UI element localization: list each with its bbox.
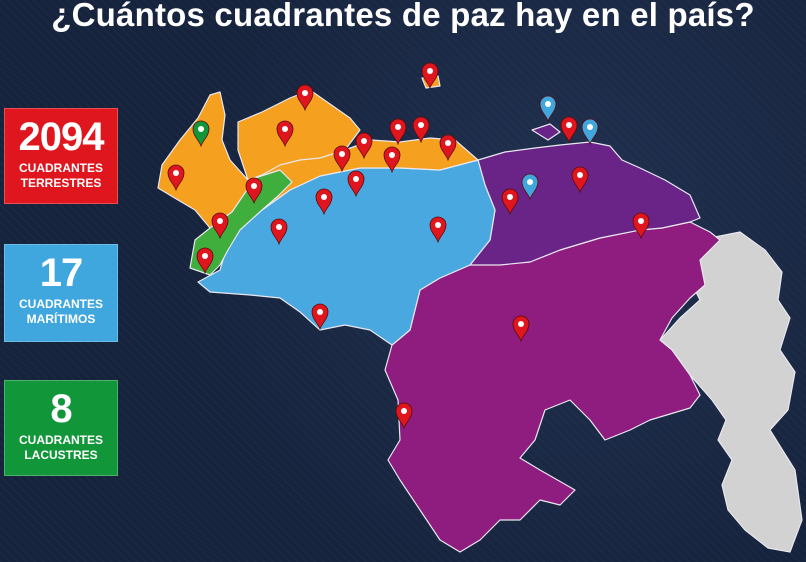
location-pin-icon — [315, 188, 333, 216]
stat-label: LACUSTRES — [24, 448, 98, 462]
stat-label: MARÍTIMOS — [26, 312, 96, 326]
stat-label: TERRESTRES — [20, 176, 102, 190]
location-pin-icon — [412, 116, 430, 144]
location-pin-icon — [296, 84, 314, 112]
stat-maritimos: 17 CUADRANTES MARÍTIMOS — [4, 244, 118, 342]
stat-number: 17 — [39, 251, 84, 295]
region-island — [531, 123, 561, 141]
location-pin-icon — [439, 134, 457, 162]
location-pin-icon — [276, 120, 294, 148]
stat-label: CUADRANTES — [19, 297, 103, 311]
location-pin-icon — [539, 95, 557, 123]
location-pin-icon — [421, 62, 439, 90]
location-pin-icon — [355, 132, 373, 160]
location-pin-icon — [270, 218, 288, 246]
location-pin-icon — [429, 216, 447, 244]
region-magenta — [384, 221, 721, 553]
location-pin-icon — [211, 212, 229, 240]
location-pin-icon — [347, 170, 365, 198]
location-pin-icon — [395, 402, 413, 430]
location-pin-icon — [245, 177, 263, 205]
location-pin-icon — [581, 118, 599, 146]
stat-number: 8 — [50, 387, 72, 431]
stat-lacustres: 8 CUADRANTES LACUSTRES — [4, 380, 118, 476]
location-pin-icon — [560, 116, 578, 144]
location-pin-icon — [383, 146, 401, 174]
location-pin-icon — [311, 303, 329, 331]
page-title: ¿Cuántos cuadrantes de paz hay en el paí… — [51, 0, 755, 33]
stat-number: 2094 — [18, 115, 105, 159]
markers — [167, 62, 650, 430]
location-pin-icon — [196, 247, 214, 275]
location-pin-icon — [333, 145, 351, 173]
location-pin-icon — [167, 164, 185, 192]
location-pin-icon — [389, 118, 407, 146]
location-pin-icon — [632, 212, 650, 240]
location-pin-icon — [521, 173, 539, 201]
region-green — [189, 169, 293, 276]
location-pin-icon — [571, 166, 589, 194]
stat-label: CUADRANTES — [19, 161, 103, 175]
stat-label: CUADRANTES — [19, 433, 103, 447]
location-pin-icon — [501, 188, 519, 216]
stat-terrestres: 2094 CUADRANTES TERRESTRES — [4, 108, 118, 204]
location-pin-icon — [512, 315, 530, 343]
location-pin-icon — [192, 120, 210, 148]
